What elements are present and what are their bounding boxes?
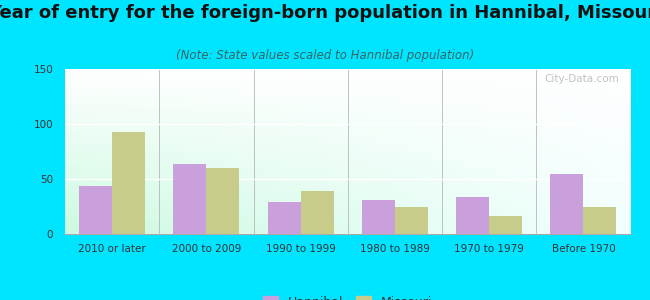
Text: (Note: State values scaled to Hannibal population): (Note: State values scaled to Hannibal p… (176, 50, 474, 62)
Bar (268, 202, 300, 234)
Bar (395, 206, 428, 234)
Bar (551, 173, 584, 234)
Bar (174, 164, 207, 234)
Bar (362, 200, 395, 234)
Legend: Hannibal, Missouri: Hannibal, Missouri (258, 290, 437, 300)
Text: Year of entry for the foreign-born population in Hannibal, Missouri: Year of entry for the foreign-born popul… (0, 4, 650, 22)
Bar (112, 132, 145, 234)
Bar (489, 216, 522, 234)
Bar (79, 186, 112, 234)
Bar (584, 206, 616, 234)
Text: City-Data.com: City-Data.com (545, 74, 619, 84)
Bar (207, 168, 239, 234)
Bar (456, 196, 489, 234)
Bar (300, 191, 333, 234)
